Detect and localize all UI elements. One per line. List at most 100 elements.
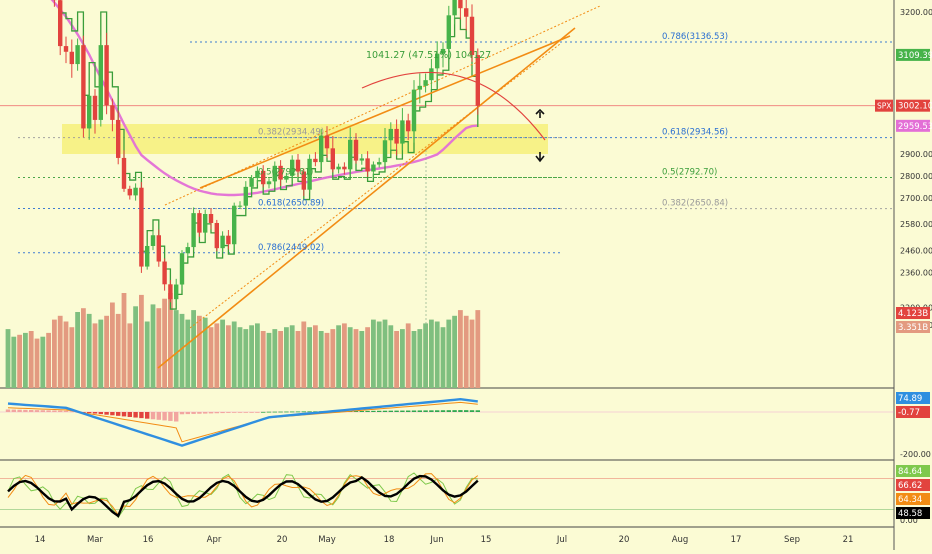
volume-bar <box>226 325 231 388</box>
macd-histogram-bar <box>458 410 462 412</box>
macd-histogram-bar <box>220 412 224 413</box>
macd-histogram-bar <box>296 411 300 412</box>
volume-bar <box>127 323 132 388</box>
volume-bar <box>296 331 301 388</box>
volume-bar <box>81 308 86 388</box>
macd-histogram-bar <box>17 410 21 412</box>
macd-signal-line <box>8 402 478 441</box>
volume-bar <box>354 329 359 388</box>
macd-histogram-bar <box>64 411 68 412</box>
volume-bar <box>11 337 16 388</box>
candle-body <box>429 68 433 80</box>
volume-bar <box>232 322 237 389</box>
candle-body <box>423 80 427 86</box>
candle-body <box>215 223 219 248</box>
macd-histogram-bar <box>238 412 242 413</box>
volume-bar <box>319 331 324 388</box>
fib-label-upper: 0.786(3136.53) <box>662 32 728 42</box>
volume-bar <box>365 327 370 388</box>
candle-body <box>331 148 335 169</box>
candle-body <box>412 90 416 132</box>
volume-bar <box>139 295 144 388</box>
candle-body <box>325 136 329 149</box>
volume-bar <box>470 320 475 388</box>
volume-bar <box>307 327 312 388</box>
candle-body <box>464 8 468 17</box>
volume-bar <box>243 329 248 388</box>
volume-bar <box>412 331 417 388</box>
macd-histogram-bar <box>209 412 213 413</box>
price-badge-label: 3109.39 <box>898 51 932 61</box>
volume-bar <box>371 320 376 388</box>
fib-label-upper: 0.382(2650.84) <box>662 199 728 209</box>
volume-bar <box>145 322 150 389</box>
candle-body <box>220 236 224 248</box>
stoch-badge-label: 84.64 <box>898 467 922 477</box>
stoch-badge-label: 66.62 <box>898 481 922 491</box>
macd-histogram-bar <box>145 412 149 419</box>
volume-bar <box>406 323 411 388</box>
volume-bar <box>93 323 98 388</box>
macd-histogram-bar <box>226 412 230 413</box>
macd-histogram-bar <box>389 411 393 412</box>
macd-histogram-bar <box>267 412 271 413</box>
candle-body <box>70 52 74 64</box>
time-tick-label: May <box>318 535 336 545</box>
trendline-lower <box>158 28 575 368</box>
volume-bar <box>110 303 115 389</box>
candle-body <box>122 158 126 189</box>
volume-bar <box>87 314 92 388</box>
price-tick-label: 2800.00 <box>900 172 932 181</box>
volume-bar <box>267 333 272 388</box>
volume-bar <box>441 327 446 388</box>
candle-body <box>406 120 410 131</box>
macd-histogram-bar <box>151 412 155 419</box>
candle-body <box>191 213 195 247</box>
time-tick-label: Aug <box>672 535 689 545</box>
range-measure-label: 1041.27 (47.51%) 104127 <box>366 50 491 61</box>
time-tick-label: 14 <box>35 535 46 545</box>
price-tick-label: 2580.00 <box>900 220 932 229</box>
candle-body <box>139 188 143 267</box>
volume-bar <box>249 325 254 388</box>
volume-bar <box>185 320 190 388</box>
volume-bar <box>342 323 347 388</box>
volume-bar <box>255 323 260 388</box>
macd-histogram-bar <box>418 410 422 412</box>
time-tick-label: 20 <box>277 535 288 545</box>
candle-body <box>162 262 166 285</box>
volume-bar <box>284 327 289 388</box>
volume-bar <box>162 299 167 388</box>
volume-bar <box>377 322 382 389</box>
volume-bar <box>122 293 127 388</box>
volume-bar <box>156 308 161 388</box>
macd-histogram-bar <box>249 412 253 413</box>
candle-body <box>238 206 242 207</box>
volume-bar <box>98 320 103 388</box>
volume-bar <box>69 327 74 388</box>
macd-histogram-bar <box>429 410 433 412</box>
fib-label-lower: 0.5(2792.81) <box>258 167 313 177</box>
volume-bar <box>35 339 40 388</box>
volume-bar <box>429 320 434 388</box>
time-tick-label: 16 <box>143 535 154 545</box>
up-arrow-icon <box>536 110 544 118</box>
macd-histogram-bar <box>35 410 39 412</box>
macd-histogram-bar <box>186 412 190 414</box>
volume-layer <box>6 293 481 388</box>
candle-body <box>458 0 462 8</box>
candle-body <box>58 0 62 46</box>
volume-bar <box>23 333 28 388</box>
macd-histogram-bar <box>168 412 172 421</box>
macd-histogram-bar <box>46 410 50 412</box>
volume-bar <box>417 329 422 388</box>
stoch-badge-label: 48.58 <box>898 509 922 519</box>
candle-body <box>476 55 480 106</box>
volume-bar <box>180 314 185 388</box>
macd-histogram-bar <box>133 412 137 418</box>
macd-histogram-bar <box>99 412 103 414</box>
volume-bar <box>209 327 214 388</box>
macd-histogram-bar <box>261 412 265 413</box>
volume-badge-label: 4.123B <box>898 309 928 319</box>
price-tick-label: 3200.00 <box>900 8 932 17</box>
